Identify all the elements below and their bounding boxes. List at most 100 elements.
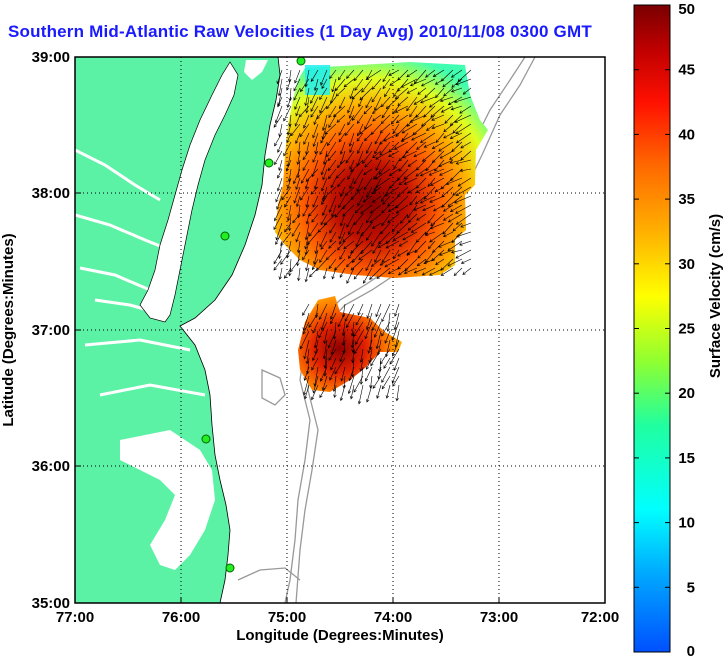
velocity-arrow xyxy=(429,195,445,203)
velocity-arrow xyxy=(294,69,301,84)
velocity-arrow xyxy=(287,123,292,136)
velocity-arrow xyxy=(372,105,382,114)
velocity-arrow xyxy=(407,186,418,194)
velocity-arrow xyxy=(365,258,373,272)
velocity-arrow xyxy=(372,150,382,159)
velocity-arrow xyxy=(429,267,445,276)
velocity-arrow xyxy=(276,195,283,210)
velocity-arrow xyxy=(393,312,400,331)
velocity-arrow xyxy=(444,114,454,124)
velocity-arrow xyxy=(322,168,328,181)
x-axis-label: Longitude (Degrees:Minutes) xyxy=(236,627,444,644)
velocity-arrow xyxy=(450,249,463,254)
velocity-arrow xyxy=(403,168,418,180)
velocity-arrow xyxy=(311,384,319,401)
velocity-arrow xyxy=(369,204,382,214)
delaware-bay xyxy=(244,60,268,80)
velocity-arrow xyxy=(395,384,400,402)
land-mass xyxy=(75,57,280,603)
velocity-arrow xyxy=(363,177,373,191)
velocity-arrow xyxy=(383,357,391,369)
colorbar-tick-label: 20 xyxy=(678,385,695,402)
velocity-arrow xyxy=(286,132,292,144)
velocity-arrow xyxy=(357,303,364,316)
velocity-arrow xyxy=(288,258,292,277)
velocity-arrow xyxy=(320,240,328,250)
velocity-arrow xyxy=(443,123,454,133)
x-tick-label: 74:00 xyxy=(374,609,412,626)
velocity-arrow xyxy=(389,348,400,365)
velocity-arrow xyxy=(431,114,445,121)
velocity-arrow xyxy=(394,105,409,113)
velocity-arrow xyxy=(392,375,400,387)
velocity-arrow xyxy=(415,186,427,193)
velocity-arrow xyxy=(320,312,328,331)
colorbar-tick-label: 35 xyxy=(678,191,695,208)
velocity-arrow xyxy=(330,312,337,325)
velocity-arrow xyxy=(454,114,472,123)
velocity-arrow xyxy=(381,303,391,323)
velocity-arrow xyxy=(303,339,310,360)
velocity-arrow xyxy=(328,114,337,129)
velocity-arrow xyxy=(338,123,346,136)
velocity-arrow xyxy=(277,141,283,153)
velocity-arrow xyxy=(460,141,472,149)
velocity-arrow xyxy=(357,141,364,154)
velocity-arrow xyxy=(394,303,400,317)
velocity-arrow xyxy=(347,222,355,236)
velocity-arrow xyxy=(330,339,337,356)
velocity-arrow xyxy=(443,87,454,97)
velocity-arrow xyxy=(334,258,346,271)
velocity-arrow xyxy=(303,366,310,381)
velocity-arrow xyxy=(302,321,310,335)
velocity-arrow xyxy=(365,231,373,241)
velocity-arrow xyxy=(339,213,346,227)
velocity-arrow xyxy=(346,213,355,228)
velocity-arrow xyxy=(310,105,319,118)
velocity-arrow xyxy=(392,231,409,241)
velocity-arrow xyxy=(321,177,328,192)
velocity-arrow xyxy=(301,168,310,184)
velocity-arrow xyxy=(416,141,427,150)
velocity-arrow xyxy=(409,195,418,206)
velocity-arrow xyxy=(363,267,373,284)
velocity-arrow xyxy=(372,375,382,389)
velocity-arrow xyxy=(305,195,310,208)
velocity-arrow xyxy=(304,231,310,250)
velocity-patch-south xyxy=(298,296,402,392)
velocity-arrow xyxy=(425,159,436,172)
velocity-arrow xyxy=(293,186,301,204)
velocity-arrow xyxy=(310,87,319,104)
velocity-arrow xyxy=(356,222,364,235)
velocity-arrow xyxy=(388,168,400,177)
velocity-arrow xyxy=(369,267,382,280)
velocity-arrow xyxy=(348,249,355,259)
velocity-arrow xyxy=(398,177,409,186)
velocity-arrow xyxy=(274,132,283,147)
velocity-arrow xyxy=(327,330,337,349)
velocity-arrow xyxy=(273,213,283,231)
velocity-arrow xyxy=(407,222,418,231)
velocity-arrows xyxy=(273,69,472,405)
velocity-arrow xyxy=(370,348,382,367)
velocity-arrow xyxy=(338,231,346,245)
velocity-arrow xyxy=(417,249,427,259)
velocity-arrow xyxy=(319,96,328,114)
velocity-arrow xyxy=(450,105,463,111)
velocity-arrow xyxy=(275,222,283,241)
velocity-arrow xyxy=(406,96,418,112)
velocity-arrow xyxy=(302,303,310,316)
velocity-arrow xyxy=(364,132,373,142)
velocity-arrow xyxy=(296,249,301,267)
velocity-arrow xyxy=(276,69,283,85)
velocity-arrow xyxy=(454,195,472,204)
velocity-arrow xyxy=(318,303,328,321)
velocity-arrow xyxy=(406,87,418,94)
velocity-arrow xyxy=(346,258,355,268)
velocity-arrow xyxy=(427,177,436,187)
velocity-arrow xyxy=(333,384,337,399)
velocity-arrow xyxy=(429,231,445,243)
radar-site-marker xyxy=(225,563,235,573)
velocity-arrow xyxy=(339,249,346,260)
velocity-arrow xyxy=(426,123,436,131)
